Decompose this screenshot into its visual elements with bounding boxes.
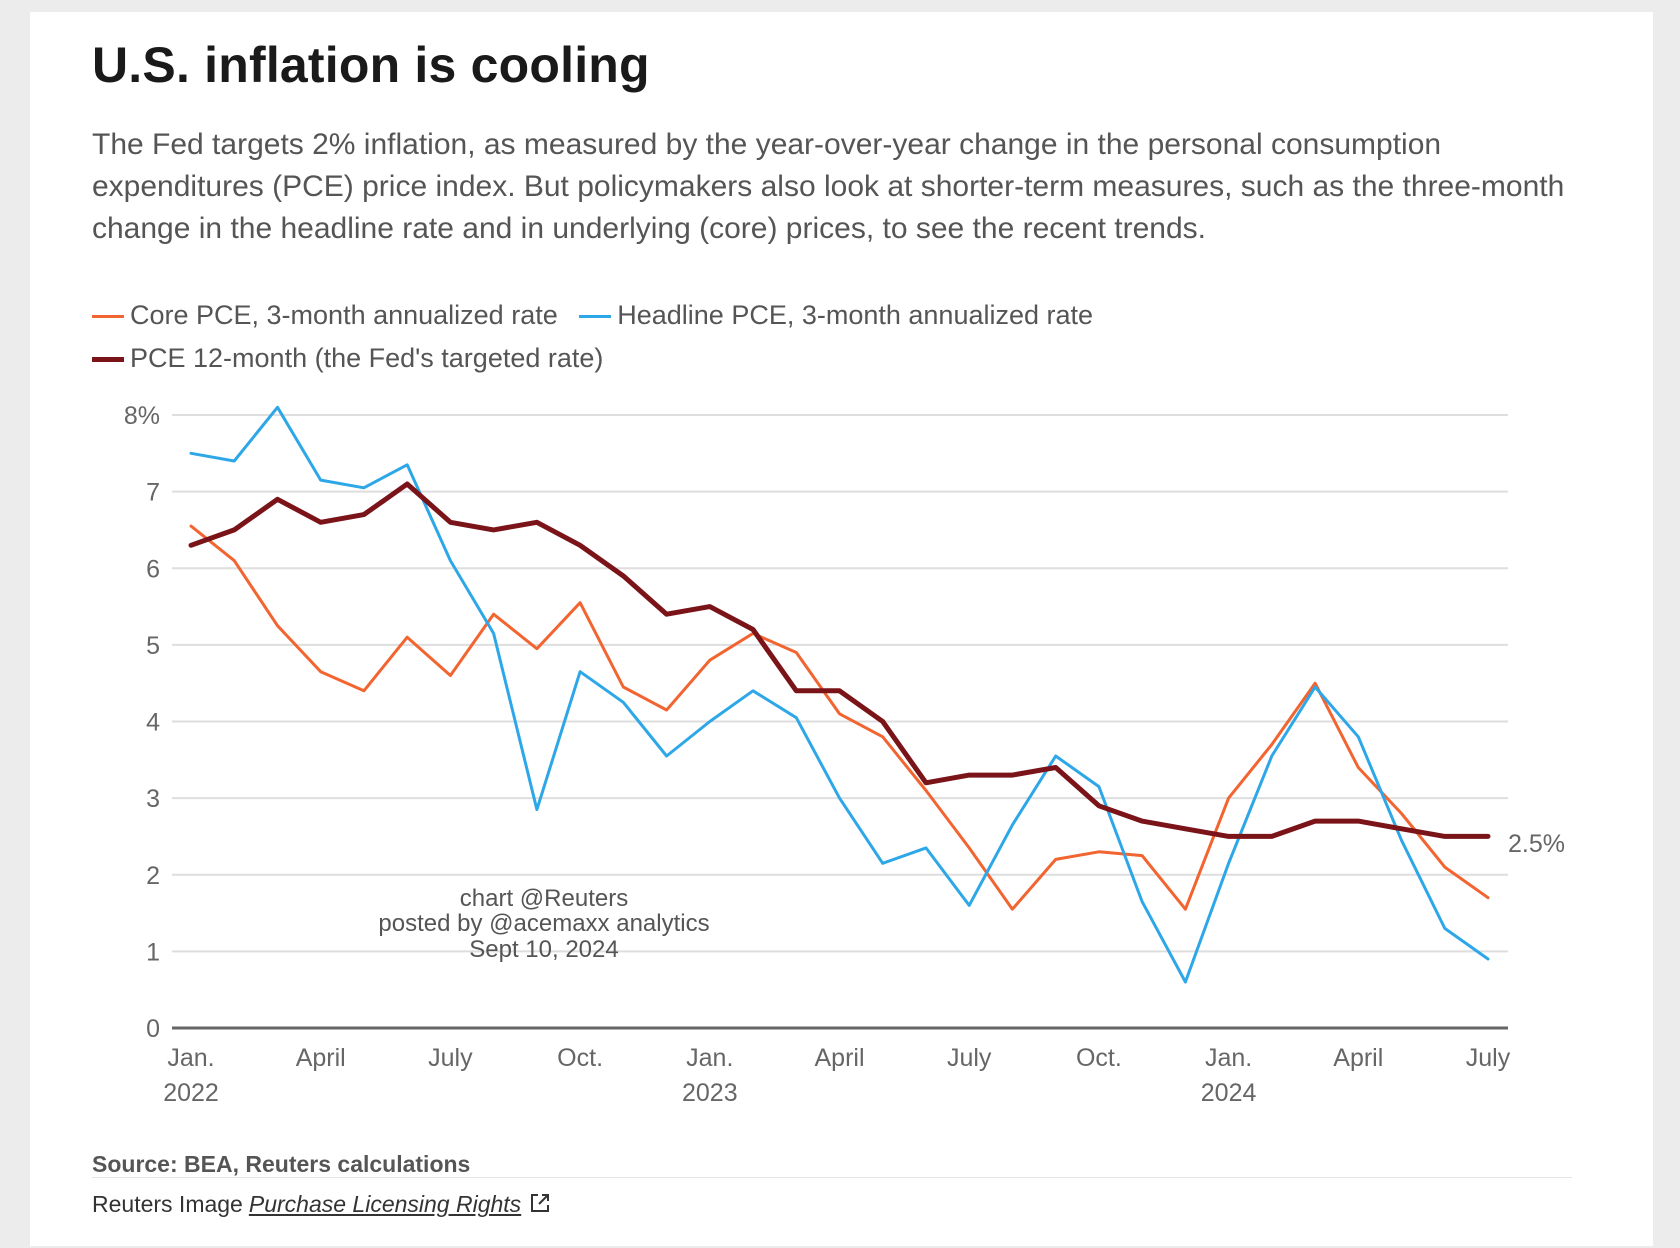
x-tick-label: April: [296, 1044, 346, 1072]
x-tick-label: Jan.: [1205, 1044, 1252, 1072]
x-tick-year-label: 2023: [682, 1079, 738, 1107]
legend: Core PCE, 3-month annualized rate Headli…: [92, 294, 1562, 380]
legend-swatch-headline: [579, 315, 612, 319]
legend-label-pce12: PCE 12-month (the Fed's targeted rate): [130, 343, 604, 373]
watermark-line-3: Sept 10, 2024: [469, 936, 618, 963]
y-tick-label: 2: [146, 862, 160, 890]
footer-divider: [92, 1177, 1572, 1178]
legend-item-core: Core PCE, 3-month annualized rate: [92, 294, 558, 337]
y-tick-label: 8%: [124, 402, 160, 430]
x-tick-label: July: [428, 1044, 473, 1072]
y-tick-label: 3: [146, 785, 160, 813]
legend-label-core: Core PCE, 3-month annualized rate: [130, 300, 558, 330]
watermark-line-1: chart @Reuters: [460, 885, 628, 912]
x-tick-label: Oct.: [557, 1044, 603, 1072]
y-tick-label: 7: [146, 479, 160, 507]
purchase-licensing-link[interactable]: Purchase Licensing Rights: [248, 1191, 522, 1217]
x-tick-label: April: [814, 1044, 864, 1072]
y-tick-label: 1: [146, 938, 160, 966]
x-tick-label: July: [947, 1044, 992, 1072]
legend-swatch-core: [92, 315, 124, 319]
x-tick-year-label: 2022: [163, 1079, 219, 1107]
credit-prefix: Reuters Image: [92, 1191, 243, 1217]
y-tick-label: 0: [146, 1015, 160, 1043]
x-axis-ticks: Jan. 2022 April July Oct. Jan. 2023 April July Oc…: [163, 1044, 1511, 1107]
source-note: Source: BEA, Reuters calculations: [92, 1151, 471, 1177]
watermark-line-2: posted by @acemaxx analytics: [378, 910, 709, 937]
watermark: chart @Reuters posted by @acemaxx analyt…: [378, 885, 709, 963]
chart-card: [30, 12, 1653, 1246]
y-axis-ticks: 8% 7 6 5 4 3 2 1 0: [124, 402, 160, 1043]
x-tick-label: April: [1333, 1044, 1383, 1072]
core-pce-line: [189, 524, 1490, 911]
series-lines: [188, 405, 1491, 984]
end-value-label: 2.5%: [1508, 830, 1565, 858]
legend-item-headline: Headline PCE, 3-month annualized rate: [579, 294, 1093, 337]
x-tick-label: Jan.: [686, 1044, 733, 1072]
chart-subtitle: The Fed targets 2% inflation, as measure…: [92, 128, 1565, 245]
headline-pce-line: [189, 405, 1490, 984]
legend-item-pce12: PCE 12-month (the Fed's targeted rate): [92, 337, 603, 380]
image-credit: Reuters Image Purchase Licensing Rights: [92, 1191, 551, 1220]
external-link-icon[interactable]: [529, 1192, 551, 1220]
pce-12-month-line: [188, 481, 1491, 839]
y-tick-label: 5: [146, 632, 160, 660]
legend-swatch-pce12: [92, 357, 124, 363]
x-tick-label: Jan.: [167, 1044, 214, 1072]
y-tick-label: 4: [146, 709, 160, 737]
x-tick-year-label: 2024: [1201, 1079, 1257, 1107]
chart-title: U.S. inflation is cooling: [92, 37, 650, 93]
y-tick-label: 6: [146, 555, 160, 583]
x-tick-label: Oct.: [1076, 1044, 1122, 1072]
x-tick-label: July: [1466, 1044, 1511, 1072]
legend-label-headline: Headline PCE, 3-month annualized rate: [617, 300, 1094, 330]
